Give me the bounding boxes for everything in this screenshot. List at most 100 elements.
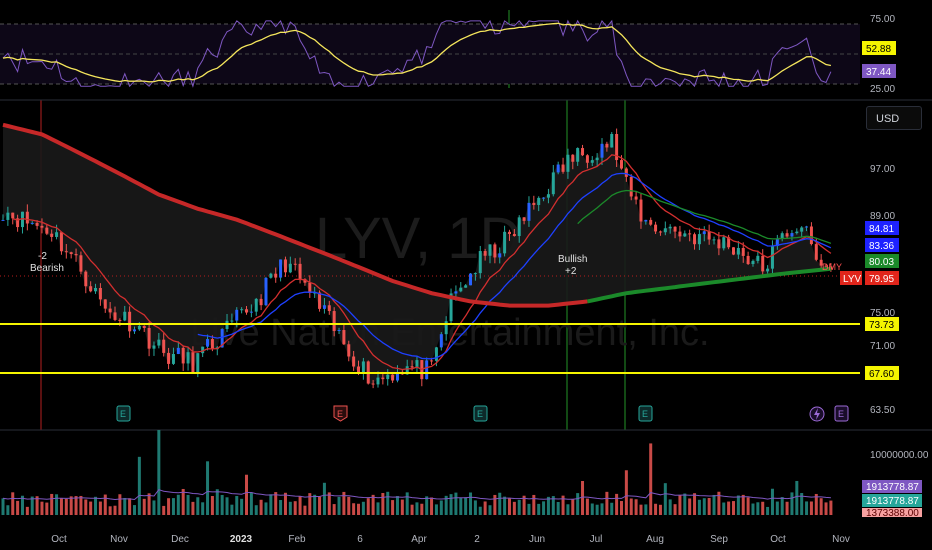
candle-body [298,263,302,280]
volume-bar [171,498,175,515]
svg-text:E: E [477,409,483,419]
volume-bar [639,504,643,515]
candle [425,357,429,380]
volume-bar [498,492,502,515]
candle-body [279,259,283,278]
candle [566,148,570,179]
time-axis[interactable]: Oct Nov Dec 2023 Feb 6 Apr 2 Jun Jul Aug Sep Oct Nov [51,534,850,545]
candle-body [819,259,823,266]
candle [45,224,49,236]
candle-body [230,320,234,322]
candle-body [469,273,473,286]
candle [469,273,473,286]
candle-body [303,279,307,283]
candle-body [74,254,78,256]
candle-body [615,133,619,161]
dmy-label: DMY [822,262,842,272]
lightning-icon[interactable] [809,406,825,422]
candle-body [610,133,614,148]
volume-bar [94,496,98,515]
candle-body [542,197,546,199]
candle-body [283,259,287,273]
volume-bar [736,495,740,515]
candle-body [84,271,88,287]
volume-bar [108,506,112,515]
candle-body [654,224,658,232]
candle-body [371,383,375,385]
candle-body [210,339,214,350]
candle-body [245,309,248,313]
candle-body [269,273,273,278]
volume-bar [16,500,20,515]
volume-bar [654,503,658,515]
candle-body [707,231,711,240]
volume-bar [59,498,63,515]
volume-bar [610,502,614,515]
candle-body [727,237,731,248]
volume-bar [507,497,511,515]
candle [644,219,648,225]
volume-bar [74,496,78,515]
candle-body [259,298,263,306]
candle-body [152,345,156,349]
volume-bar [469,492,473,515]
candle-body [814,244,818,260]
candle [171,347,175,365]
time-axis-label: Nov [110,534,128,545]
bullish-count: +2 [565,266,577,277]
currency-selector[interactable]: USD [866,106,922,130]
candle-body [381,377,385,380]
time-axis-label: Sep [710,534,728,545]
candle [819,254,823,270]
candle [702,226,706,242]
svg-text:1913778.87: 1913778.87 [866,496,919,507]
candle-body [717,239,721,249]
volume-bar [693,493,697,515]
candle-body [25,211,29,224]
svg-text:84.81: 84.81 [869,224,894,235]
volume-bar [249,492,253,515]
earnings-marker[interactable]: E [116,405,131,422]
candle-body [800,227,804,232]
candle [376,371,380,388]
volume-bar [264,502,268,515]
time-axis-label: Jul [590,534,603,545]
earnings-markers[interactable]: E E E E E [116,405,849,422]
candle-body [522,217,526,221]
earnings-marker[interactable]: E [638,405,653,422]
candle [693,232,697,250]
volume-bar [668,499,672,515]
candle [542,197,546,202]
volume-bar [488,505,492,515]
volume-bar [6,505,10,515]
candle-body [45,227,49,234]
candle-body [581,148,585,156]
candle [1,214,5,221]
candle-body [561,164,565,172]
candle [727,234,731,250]
candle-body [322,305,326,309]
volume-bars [1,430,833,515]
earnings-marker[interactable]: E [834,405,849,422]
candle [191,346,195,374]
earnings-marker[interactable]: E [473,405,488,422]
volume-bar [746,497,750,515]
candle [688,229,692,242]
volume-bar [512,501,516,515]
candle-body [1,219,5,221]
price-badge-ma1: 84.81 [865,221,899,235]
candle [84,270,88,294]
candle-body [702,231,706,235]
candle [439,332,443,351]
candle [240,307,244,314]
candle [459,282,463,293]
earnings-marker[interactable]: E [333,405,348,422]
candle [108,302,112,319]
candle [293,258,297,271]
candle [512,229,516,237]
candle-body [732,247,735,255]
candle-body [108,308,112,313]
volume-bar [605,491,609,515]
volume-bar [732,501,735,515]
